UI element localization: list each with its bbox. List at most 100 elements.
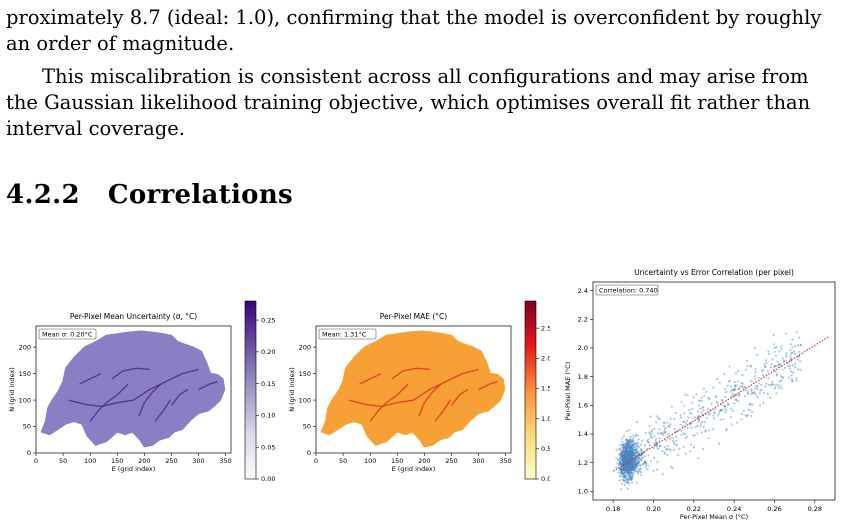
scatter-point — [669, 449, 672, 452]
scatter-point — [631, 466, 634, 469]
scatter-point — [623, 447, 626, 450]
scatter-point — [791, 338, 794, 341]
scatter-point — [630, 457, 633, 460]
scatter-point — [620, 451, 623, 454]
scatter-point — [625, 464, 628, 468]
scatter-point — [624, 454, 627, 457]
scatter-point — [625, 463, 628, 466]
scatter-point — [630, 463, 633, 466]
valley-line — [138, 383, 162, 417]
scatter-point — [630, 461, 633, 464]
scatter-point — [780, 379, 783, 382]
scatter-point — [627, 446, 630, 449]
scatter-point — [653, 427, 656, 431]
scatter-point — [785, 355, 788, 358]
scatter-point — [790, 378, 794, 381]
x-axis-label: Per-Pixel Mean σ (°C) — [680, 513, 748, 521]
scatter-point — [625, 463, 628, 466]
scatter-point — [778, 350, 781, 353]
scatter-point — [630, 471, 633, 474]
scatter-point — [623, 465, 626, 468]
scatter-point — [757, 376, 760, 379]
scatter-point — [630, 478, 633, 481]
valley-line — [170, 388, 189, 406]
scatter-point — [756, 385, 759, 388]
scatter-point — [628, 463, 631, 466]
x-tick-label: 50 — [339, 457, 347, 465]
scatter-point — [626, 471, 629, 474]
scatter-point — [664, 430, 667, 433]
scatter-point — [631, 443, 634, 447]
scatter-point — [636, 434, 639, 437]
scatter-point — [669, 417, 672, 420]
scatter-point — [630, 464, 633, 467]
scatter-point — [631, 454, 634, 457]
scatter-point — [627, 450, 630, 453]
scatter-point — [622, 455, 625, 459]
scatter-point — [631, 463, 634, 467]
scatter-point — [624, 464, 627, 467]
scatter-point — [629, 457, 632, 460]
annotation-frame — [595, 284, 659, 296]
scatter-point — [622, 479, 625, 482]
scatter-point — [723, 388, 726, 391]
scatter-point — [702, 409, 705, 412]
scatter-point — [632, 462, 635, 465]
scatter-point — [697, 416, 700, 419]
scatter-point — [738, 387, 741, 390]
scatter-point — [774, 354, 777, 357]
scatter-point — [630, 451, 633, 454]
scatter-point — [636, 472, 639, 475]
scatter-point — [691, 401, 694, 404]
scatter-point — [621, 454, 624, 457]
scatter-point — [632, 442, 635, 445]
scatter-point — [628, 458, 631, 461]
scatter-point — [650, 433, 653, 436]
scatter-point — [621, 454, 624, 457]
scatter-point — [636, 470, 639, 473]
scatter-point — [642, 462, 645, 465]
scatter-point — [628, 467, 631, 470]
scatter-point — [627, 451, 630, 454]
x-tick-label: 0 — [314, 457, 318, 465]
scatter-point — [633, 448, 636, 451]
scatter-point — [701, 447, 704, 451]
scatter-point — [634, 468, 637, 471]
scatter-point — [624, 466, 627, 469]
scatter-point — [773, 350, 776, 353]
scatter-point — [701, 420, 704, 424]
scatter-point — [626, 466, 629, 469]
scatter-point — [621, 465, 625, 468]
scatter-point — [659, 445, 662, 448]
scatter-point — [627, 439, 630, 442]
scatter-point — [774, 364, 777, 368]
scatter-point — [633, 452, 636, 456]
scatter-point — [701, 406, 704, 409]
scatter-point — [702, 395, 706, 398]
scatter-point — [618, 472, 621, 475]
scatter-point — [670, 405, 673, 408]
scatter-point — [622, 466, 625, 469]
scatter-point — [737, 380, 740, 383]
scatter-point — [622, 450, 625, 453]
scatter-point — [628, 457, 632, 461]
scatter-point — [620, 453, 623, 456]
valley-line — [418, 383, 442, 417]
scatter-point — [621, 460, 624, 463]
scatter-point — [621, 451, 625, 454]
scatter-point — [633, 470, 636, 473]
scatter-point — [639, 450, 642, 453]
scatter-point — [668, 425, 671, 428]
scatter-point — [625, 464, 628, 467]
scatter-point — [621, 467, 624, 470]
scatter-point — [624, 452, 627, 455]
scatter-point — [637, 438, 640, 441]
scatter-point — [631, 463, 634, 466]
uncertainty-map-figure: Per-Pixel Mean Uncertainty (σ, °C) 0 50 100… — [8, 300, 275, 483]
scatter-point — [640, 453, 643, 456]
scatter-point — [646, 439, 649, 442]
scatter-point — [619, 467, 622, 471]
y-tick-label: 50 — [303, 423, 311, 431]
scatter-point — [618, 458, 621, 461]
scatter-point — [624, 450, 627, 453]
